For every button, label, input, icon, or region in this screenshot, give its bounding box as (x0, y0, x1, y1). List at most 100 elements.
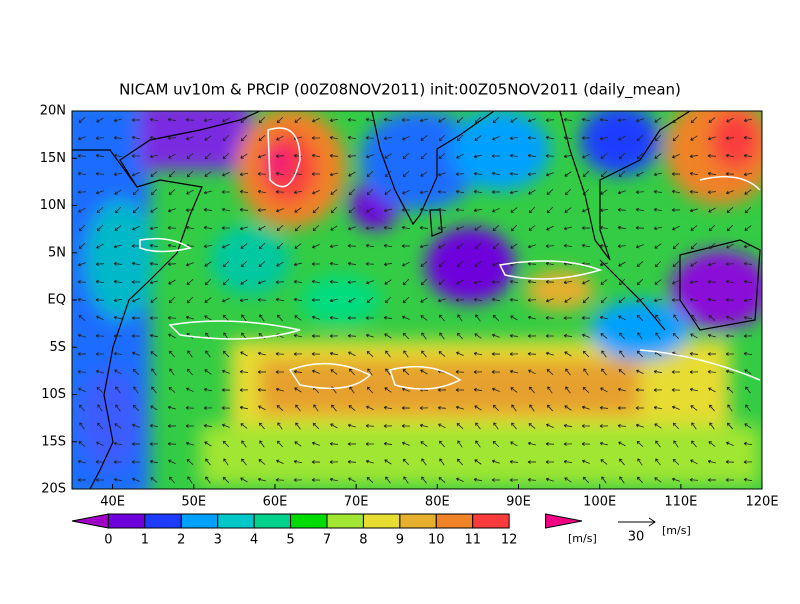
wind-vector (167, 424, 177, 428)
wind-vector (691, 314, 697, 322)
wind-vector (509, 171, 519, 176)
wind-vector (528, 369, 536, 375)
wind-vector (546, 189, 554, 196)
wind-vector (708, 117, 716, 124)
wind-vector (293, 459, 303, 464)
wind-vector (745, 404, 751, 412)
wind-vector (617, 118, 627, 123)
wind-vector (78, 315, 86, 321)
wind-vector (690, 405, 698, 411)
wind-vector (77, 136, 86, 141)
wind-vector (384, 189, 392, 195)
wind-vector (257, 280, 266, 285)
wind-vector (77, 352, 87, 356)
wind-vector (259, 440, 265, 448)
wind-vector (473, 208, 483, 213)
wind-vector (131, 351, 140, 356)
wind-vector (726, 224, 734, 232)
wind-vector (329, 172, 338, 177)
colorbar-end (545, 513, 583, 529)
wind-vector (167, 243, 177, 248)
wind-vector (293, 478, 303, 482)
wind-vector (617, 207, 627, 212)
wind-vector (618, 315, 626, 321)
wind-vector (311, 262, 321, 266)
wind-vector (167, 316, 177, 320)
wind-vector (599, 424, 609, 428)
colorbar-box (399, 513, 437, 529)
wind-vector (509, 478, 519, 482)
wind-vector (402, 261, 410, 267)
wind-vector (581, 117, 591, 122)
wind-vector (601, 350, 607, 358)
wind-vector (635, 207, 645, 212)
wind-vector (77, 370, 87, 374)
wind-vector (257, 387, 267, 392)
wind-vector (77, 171, 87, 176)
wind-vector (329, 261, 339, 266)
wind-vector (581, 136, 591, 140)
wind-vector (725, 172, 735, 176)
wind-vector (581, 459, 590, 464)
wind-vector (438, 423, 446, 429)
wind-vector (258, 459, 266, 465)
wind-vector (78, 387, 86, 393)
wind-vector (348, 171, 356, 177)
wind-vector (475, 422, 481, 430)
wind-vector (348, 368, 355, 376)
wind-vector (671, 370, 681, 374)
wind-vector (582, 153, 590, 159)
wind-vector (348, 405, 356, 411)
wind-vector (204, 135, 212, 141)
wind-vector (168, 279, 176, 285)
wind-vector (205, 458, 211, 466)
wind-vector (293, 369, 303, 374)
wind-vector (276, 440, 283, 448)
wind-vector (707, 190, 717, 195)
wind-vector (437, 190, 447, 194)
wind-vector (258, 242, 266, 250)
wind-vector (653, 207, 663, 212)
wind-vector (546, 225, 554, 231)
wind-vector (456, 477, 464, 482)
wind-vector (186, 368, 193, 376)
wind-vector (113, 351, 123, 356)
wind-vector (707, 136, 716, 141)
wind-vector (222, 440, 230, 448)
wind-vector (438, 314, 445, 322)
wind-vector (311, 136, 321, 140)
wind-vector (258, 135, 266, 142)
wind-vector (492, 262, 500, 267)
lat-label: 10S (41, 387, 66, 402)
wind-vector (473, 351, 483, 356)
wind-vector (185, 315, 194, 320)
wind-vector (133, 386, 139, 394)
wind-vector (222, 260, 230, 268)
lon-label: 100E (583, 495, 616, 510)
wind-vector (654, 260, 662, 268)
wind-vector (672, 154, 680, 159)
colorbar-box (180, 513, 219, 529)
wind-vector (311, 153, 321, 158)
wind-vector (743, 244, 752, 249)
wind-vector (95, 153, 105, 158)
wind-vector (527, 315, 536, 320)
wind-vector (546, 368, 554, 375)
wind-vector (743, 118, 752, 123)
wind-vector (95, 190, 104, 195)
wind-vector (78, 207, 86, 213)
wind-vector (132, 225, 140, 231)
wind-vector (401, 387, 410, 392)
wind-vector (275, 280, 285, 284)
wind-vector (150, 351, 158, 357)
wind-vector (744, 206, 752, 214)
wind-vector (509, 190, 518, 195)
wind-vector (329, 244, 339, 249)
wind-vector (276, 135, 284, 141)
wind-vector (491, 154, 501, 158)
wind-vector (743, 279, 753, 284)
wind-vector (313, 404, 319, 412)
wind-vector (492, 224, 500, 232)
wind-vector (457, 314, 463, 322)
